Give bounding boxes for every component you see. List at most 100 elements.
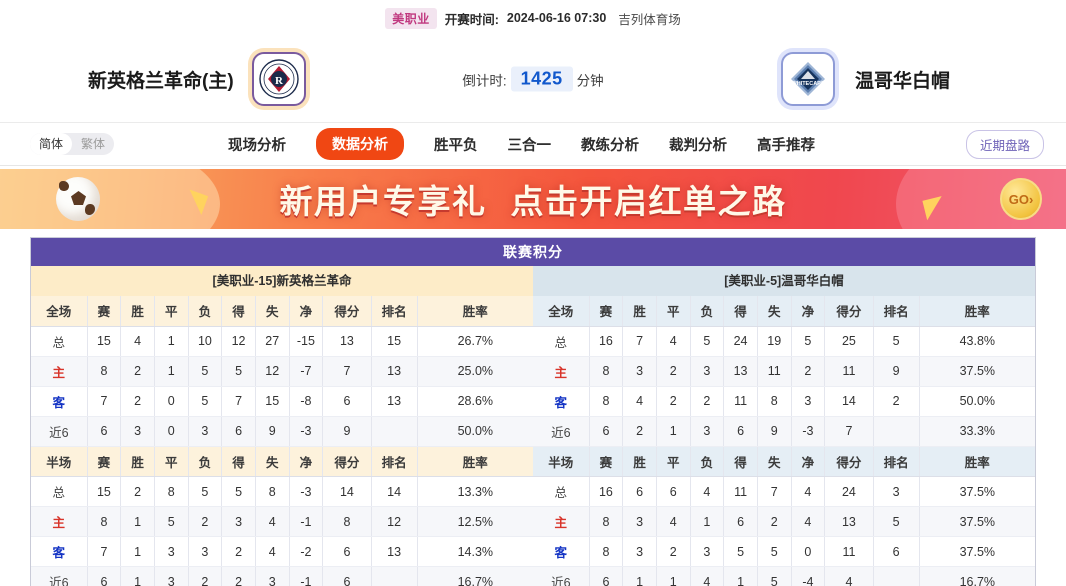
cell-5: 9 bbox=[757, 416, 792, 447]
tab-win-draw-loss[interactable]: 胜平负 bbox=[434, 137, 478, 154]
column-header-8: 得分 bbox=[824, 296, 874, 327]
column-header-8: 得分 bbox=[824, 446, 874, 477]
cell-8: 6 bbox=[873, 536, 920, 567]
venue-name: 吉列体育场 bbox=[618, 12, 681, 27]
row-label: 客 bbox=[533, 536, 590, 567]
home-team-block[interactable]: 新英格兰革命(主) R bbox=[88, 52, 306, 106]
teams-header: 新英格兰革命(主) R 倒计时: 1425 分钟 WHITECAPS bbox=[0, 36, 1066, 122]
cell-1: 2 bbox=[120, 476, 155, 507]
cell-3: 10 bbox=[188, 326, 223, 357]
column-header-5: 得 bbox=[723, 296, 758, 327]
cell-1: 1 bbox=[120, 506, 155, 537]
cell-0: 8 bbox=[87, 356, 122, 387]
column-header-0: 全场 bbox=[31, 296, 88, 327]
tab-three-in-one[interactable]: 三合一 bbox=[507, 137, 552, 154]
cell-4: 6 bbox=[723, 416, 758, 447]
table-row: 客 8 3 2 3 5 5 0 11 6 37.5% bbox=[533, 536, 1035, 567]
cell-6: -15 bbox=[289, 326, 324, 357]
cell-9: 37.5% bbox=[919, 536, 1035, 567]
full-match-section: 全场赛胜平负得失净得分 排名 胜率 总 15 4 1 10 12 27 -15 13 15 26.7% 主… bbox=[31, 296, 1035, 447]
cell-0: 8 bbox=[589, 386, 624, 417]
cell-7: 6 bbox=[322, 386, 372, 417]
countdown-block: 倒计时: 1425 分钟 bbox=[0, 66, 1066, 92]
cell-0: 8 bbox=[87, 506, 122, 537]
cell-5: 27 bbox=[255, 326, 290, 357]
away-team-block[interactable]: WHITECAPS 温哥华白帽 bbox=[780, 52, 950, 106]
cell-0: 7 bbox=[87, 386, 122, 417]
cell-8: 5 bbox=[873, 506, 920, 537]
cell-7: 11 bbox=[824, 536, 874, 567]
promo-go-button[interactable]: GO› bbox=[1000, 178, 1042, 220]
column-header-5: 得 bbox=[221, 296, 256, 327]
cell-4: 11 bbox=[723, 476, 758, 507]
cell-2: 4 bbox=[656, 326, 691, 357]
table-header-row: 半场赛胜平负得失净得分 排名 胜率 bbox=[533, 446, 1035, 477]
cell-8: 13 bbox=[371, 386, 418, 417]
cell-6: -8 bbox=[289, 386, 324, 417]
row-label: 近6 bbox=[31, 566, 88, 586]
tab-coach-analysis[interactable]: 教练分析 bbox=[581, 137, 639, 154]
cell-6: -3 bbox=[289, 416, 324, 447]
cell-9: 37.5% bbox=[919, 506, 1035, 537]
promo-banner[interactable]: ◥ 新用户专享礼 点击开启红单之路 ◤ GO› bbox=[0, 169, 1066, 229]
cell-3: 4 bbox=[690, 566, 725, 586]
half-match-section: 半场赛胜平负得失净得分 排名 胜率 总 15 2 8 5 5 8 -3 14 14 13.3% 主 8 1 5 2… bbox=[31, 446, 1035, 586]
cell-5: 4 bbox=[255, 536, 290, 567]
cell-7: 7 bbox=[322, 356, 372, 387]
cell-9: 14.3% bbox=[417, 536, 533, 567]
row-label: 主 bbox=[31, 356, 88, 387]
cell-6: -3 bbox=[289, 476, 324, 507]
cell-5: 5 bbox=[757, 536, 792, 567]
soccer-ball-icon bbox=[56, 177, 100, 221]
cell-7: 13 bbox=[322, 326, 372, 357]
column-header-9: 排名 bbox=[873, 296, 920, 327]
column-header-10: 胜率 bbox=[417, 446, 533, 477]
row-label: 总 bbox=[533, 326, 590, 357]
tab-live-analysis[interactable]: 现场分析 bbox=[228, 137, 286, 154]
cell-1: 2 bbox=[120, 386, 155, 417]
away-full-table: 全场赛胜平负得失净得分 排名 胜率 总 16 7 4 5 24 19 5 25 5 43.8% 主 8 3 2 3… bbox=[533, 296, 1035, 447]
column-header-10: 胜率 bbox=[417, 296, 533, 327]
cell-3: 3 bbox=[690, 416, 725, 447]
cell-1: 3 bbox=[622, 356, 657, 387]
table-row: 客 7 1 3 3 2 4 -2 6 13 14.3% bbox=[31, 536, 533, 567]
tab-data-analysis[interactable]: 数据分析 bbox=[316, 128, 404, 160]
column-header-5: 得 bbox=[221, 446, 256, 477]
cell-0: 6 bbox=[87, 566, 122, 586]
row-label: 近6 bbox=[533, 416, 590, 447]
cell-3: 3 bbox=[690, 536, 725, 567]
cell-1: 1 bbox=[120, 566, 155, 586]
cell-5: 8 bbox=[255, 476, 290, 507]
cell-3: 1 bbox=[690, 506, 725, 537]
lang-simplified-option[interactable]: 简体 bbox=[30, 133, 73, 155]
column-header-7: 净 bbox=[289, 296, 324, 327]
cell-9: 25.0% bbox=[417, 356, 533, 387]
cell-1: 1 bbox=[120, 536, 155, 567]
column-header-0: 半场 bbox=[31, 446, 88, 477]
cell-4: 5 bbox=[723, 536, 758, 567]
home-team-name: 新英格兰革命(主) bbox=[88, 70, 234, 92]
cell-1: 3 bbox=[622, 506, 657, 537]
row-label: 近6 bbox=[31, 416, 88, 447]
new-england-revolution-logo-icon: R bbox=[251, 52, 306, 106]
tab-referee-analysis[interactable]: 裁判分析 bbox=[669, 137, 727, 154]
language-toggle[interactable]: 简体 繁体 bbox=[30, 133, 115, 155]
cell-9: 13.3% bbox=[417, 476, 533, 507]
cell-5: 11 bbox=[757, 356, 792, 387]
row-label: 客 bbox=[31, 386, 88, 417]
column-header-8: 得分 bbox=[322, 446, 372, 477]
tab-expert-picks[interactable]: 高手推荐 bbox=[757, 137, 815, 154]
table-row: 总 15 2 8 5 5 8 -3 14 14 13.3% bbox=[31, 476, 533, 507]
cell-9: 12.5% bbox=[417, 506, 533, 537]
cell-8 bbox=[873, 416, 920, 447]
match-meta-bar: 美职业 开赛时间: 2024-06-16 07:30 吉列体育场 bbox=[0, 0, 1066, 36]
recent-odds-button[interactable]: 近期盘路 bbox=[965, 129, 1044, 159]
column-header-3: 平 bbox=[154, 446, 189, 477]
analysis-nav-bar: 简体 繁体 现场分析 数据分析 胜平负 三合一 教练分析 裁判分析 高手推荐 近… bbox=[0, 122, 1066, 166]
cell-2: 6 bbox=[656, 476, 691, 507]
cell-6: 4 bbox=[791, 506, 826, 537]
countdown-label: 倒计时: bbox=[462, 73, 507, 88]
cell-4: 7 bbox=[221, 386, 256, 417]
lang-traditional-option[interactable]: 繁体 bbox=[81, 137, 106, 151]
cell-0: 8 bbox=[589, 506, 624, 537]
